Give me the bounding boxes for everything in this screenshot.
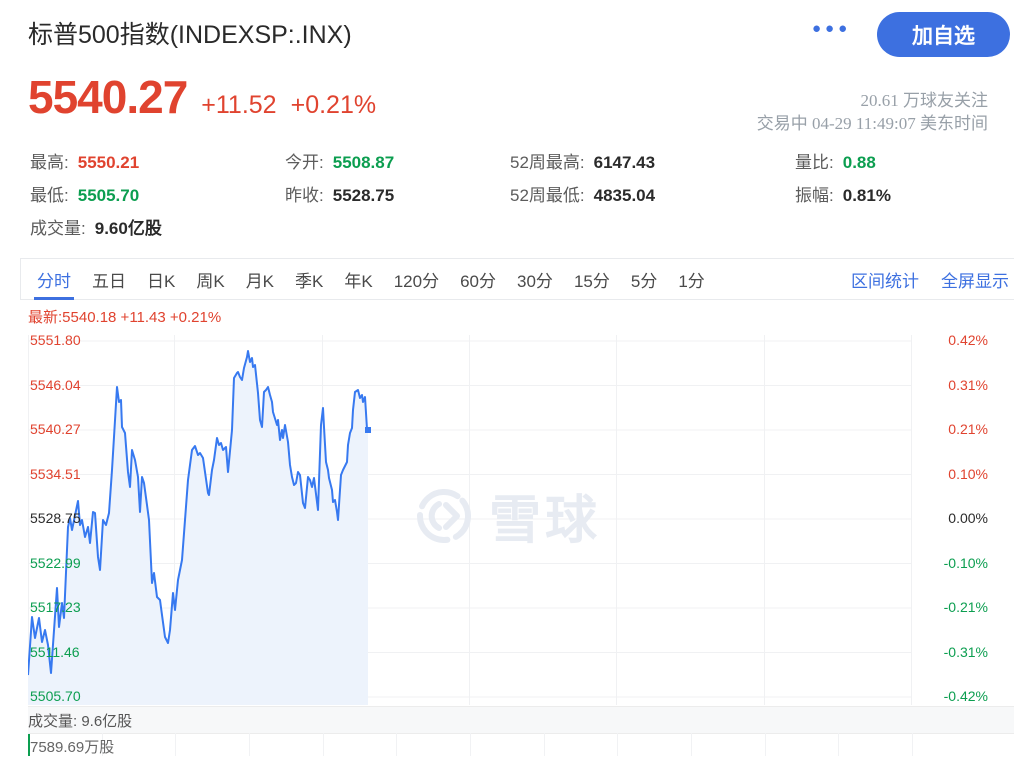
current-price: 5540.27 <box>28 71 188 123</box>
stat-volume: 成交量: 9.60亿股 <box>30 214 162 239</box>
stat-52w-high-label: 52周最高: <box>510 153 585 172</box>
price-line <box>28 350 369 676</box>
y-axis-price-label: 5505.70 <box>30 688 81 704</box>
tab-月K[interactable]: 月K <box>245 271 275 291</box>
y-axis-price-label: 5540.27 <box>30 421 81 437</box>
y-axis-percent-label: 0.00% <box>948 510 988 526</box>
stat-low-value: 5505.70 <box>77 186 140 205</box>
fullscreen-link[interactable]: 全屏显示 <box>941 271 1009 291</box>
y-axis-percent-label: -0.42% <box>943 688 988 704</box>
volume-gridline <box>617 733 618 756</box>
price-change-percent: +0.21% <box>290 91 377 119</box>
add-watchlist-button[interactable]: 加自选 <box>877 12 1010 57</box>
y-axis-percent-label: 0.10% <box>948 465 988 482</box>
tab-30分[interactable]: 30分 <box>517 271 553 291</box>
stat-52w-low-value: 4835.04 <box>593 186 656 205</box>
volume-summary-label: 成交量: 9.6亿股 <box>28 712 133 730</box>
tab-15分[interactable]: 15分 <box>573 271 610 291</box>
page-title: 标普500指数(INDEXSP:.INX) <box>28 21 352 49</box>
tab-五日[interactable]: 五日 <box>92 271 126 291</box>
y-axis-percent-label: 0.31% <box>948 376 988 393</box>
y-axis-percent-label: -0.31% <box>943 643 988 660</box>
stat-52w-low: 52周最低: 4835.04 <box>510 181 655 206</box>
y-axis-price-label: 5528.75 <box>30 510 81 526</box>
volume-axis-label: 7589.69万股 <box>30 739 115 756</box>
stat-52w-high-value: 6147.43 <box>593 153 656 172</box>
volume-gridline <box>175 733 176 756</box>
volume-grid <box>28 733 913 756</box>
volume-gridline <box>470 733 471 756</box>
stat-open: 今开: 5508.87 <box>285 148 394 173</box>
stat-high-value: 5550.21 <box>77 153 140 172</box>
y-axis-percent-label: -0.10% <box>943 554 988 571</box>
latest-quote-line: 最新:5540.18 +11.43 +0.21% <box>28 309 222 326</box>
tab-分时[interactable]: 分时 <box>34 259 74 300</box>
stat-low-label: 最低: <box>30 186 69 205</box>
stat-high-label: 最高: <box>30 153 69 172</box>
volume-gridline <box>396 733 397 756</box>
intraday-chart[interactable]: 5551.80 5546.04 5540.27 5534.51 5528.75 5522.… <box>28 330 912 705</box>
volume-gridline <box>249 733 250 756</box>
latest-price-dot <box>365 427 371 433</box>
volume-gridline <box>323 733 324 756</box>
stat-volume-ratio-label: 量比: <box>795 153 834 172</box>
tab-日K[interactable]: 日K <box>147 271 176 291</box>
followers-count: 20.61 万球友关注 <box>860 91 989 110</box>
stat-prev-close-value: 5528.75 <box>332 186 395 205</box>
stat-volume-value: 9.60亿股 <box>94 219 162 238</box>
stat-52w-low-label: 52周最低: <box>510 186 585 205</box>
y-axis-price-label: 5517.23 <box>30 599 81 615</box>
tab-1分[interactable]: 1分 <box>678 271 705 291</box>
stat-open-label: 今开: <box>285 153 324 172</box>
percent-axis: 0.42% 0.31% 0.21% 0.10% 0.00% -0.10% -0.21% -0.… <box>912 330 988 705</box>
chart-period-tabbar: 分时 五日 日K 周K 月K 季K 年K 120分 60分 30分 15分 5分 1分 区间统计 全屏显示 <box>20 258 1014 300</box>
session-status: 交易中 04-29 11:49:07 美东时间 <box>756 114 988 133</box>
price-change: +11.52 <box>201 91 277 119</box>
tab-年K[interactable]: 年K <box>344 271 373 291</box>
stat-open-value: 5508.87 <box>332 153 395 172</box>
y-axis-price-label: 5511.46 <box>30 643 80 660</box>
y-axis-percent-label: -0.21% <box>943 599 988 615</box>
stat-volume-label: 成交量: <box>30 219 86 238</box>
stat-low: 最低: 5505.70 <box>30 181 139 206</box>
tab-季K[interactable]: 季K <box>295 271 324 291</box>
quote-block: 5540.27 +11.52 +0.21% <box>28 70 376 124</box>
tab-120分[interactable]: 120分 <box>393 271 440 291</box>
tab-5分[interactable]: 5分 <box>630 271 658 291</box>
stat-volume-ratio: 量比: 0.88 <box>795 148 876 173</box>
tab-60分[interactable]: 60分 <box>460 271 497 291</box>
stat-52w-high: 52周最高: 6147.43 <box>510 148 655 173</box>
volume-gridline <box>544 733 545 756</box>
volume-gridline <box>912 733 913 756</box>
stat-amplitude-value: 0.81% <box>842 186 891 205</box>
volume-gridline <box>838 733 839 756</box>
stat-prev-close: 昨收: 5528.75 <box>285 181 394 206</box>
stat-amplitude-label: 振幅: <box>795 186 834 205</box>
y-axis-price-label: 5534.51 <box>30 465 81 482</box>
y-axis-price-label: 5522.99 <box>30 554 81 571</box>
price-area-fill <box>28 351 368 705</box>
volume-summary-bar: 成交量: 9.6亿股 <box>28 706 1014 734</box>
volume-gridline <box>765 733 766 756</box>
chart-tools: 区间统计 全屏显示 <box>851 259 1009 299</box>
volume-gridline <box>691 733 692 756</box>
stat-volume-ratio-value: 0.88 <box>842 153 876 172</box>
range-stats-link[interactable]: 区间统计 <box>851 271 919 291</box>
stat-prev-close-label: 昨收: <box>285 186 324 205</box>
volume-gridline <box>102 733 103 756</box>
y-axis-price-label: 5546.04 <box>30 376 81 393</box>
y-axis-price-label: 5551.80 <box>30 332 81 348</box>
stat-amplitude: 振幅: 0.81% <box>795 181 891 206</box>
period-tabs: 分时 五日 日K 周K 月K 季K 年K 120分 60分 30分 15分 5分 1分 <box>34 259 705 300</box>
more-menu-icon[interactable]: ●●● <box>812 20 852 37</box>
price-line-chart <box>28 335 912 705</box>
volume-bar <box>28 734 30 756</box>
y-axis-percent-label: 0.21% <box>948 421 988 437</box>
stat-high: 最高: 5550.21 <box>30 148 139 173</box>
y-axis-percent-label: 0.42% <box>948 332 988 348</box>
tab-周K[interactable]: 周K <box>196 271 225 291</box>
